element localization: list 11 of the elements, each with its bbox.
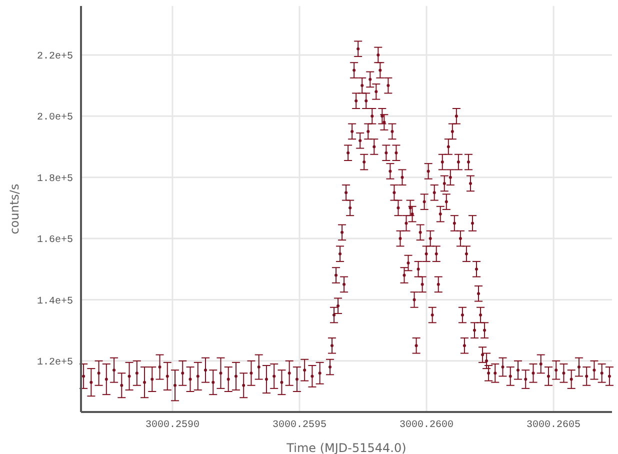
y-axis-title: counts/s — [7, 184, 22, 234]
y-tick-label: 1.4e+5 — [36, 296, 73, 308]
x-tick-label: 3000.2600 — [400, 420, 454, 432]
y-tick-label: 2.2e+5 — [36, 52, 73, 63]
x-tick-label: 3000.2605 — [526, 420, 581, 432]
x-tick-label: 3000.2590 — [145, 420, 200, 432]
y-tick-label: 2.0e+5 — [36, 112, 73, 124]
y-tick-label: 1.8e+5 — [36, 174, 73, 185]
y-tick-label: 1.2e+5 — [36, 357, 73, 368]
x-tick-label: 3000.2595 — [272, 420, 327, 432]
y-tick-label: 1.6e+5 — [36, 235, 73, 246]
